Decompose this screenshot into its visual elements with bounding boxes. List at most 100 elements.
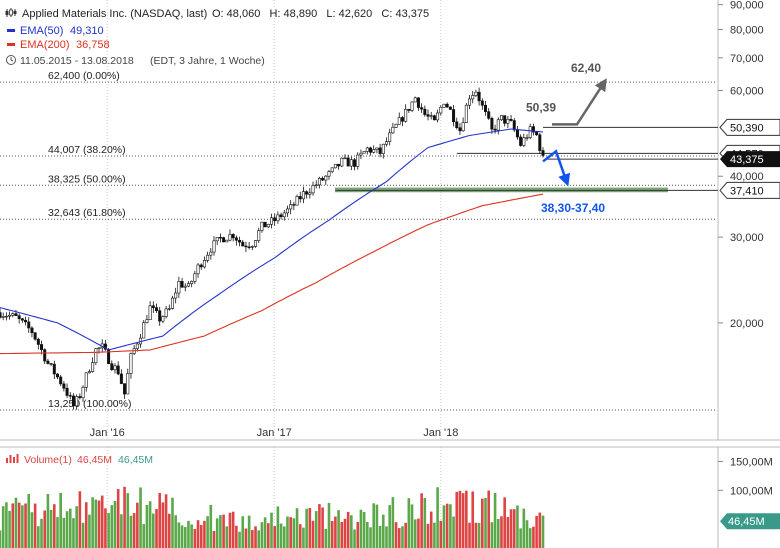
- volume-bar: [413, 519, 417, 548]
- level-badge-label: 37,410: [730, 185, 764, 197]
- candle: [506, 115, 510, 128]
- candle-body: [407, 108, 411, 111]
- candle-body: [244, 245, 248, 248]
- candle-body: [477, 91, 481, 102]
- candle-body: [116, 365, 120, 375]
- volume-bar: [75, 506, 78, 548]
- candle-body: [135, 343, 139, 349]
- volume-value-1: 46,45M: [77, 454, 112, 466]
- candle: [282, 209, 286, 221]
- candle: [388, 128, 392, 146]
- candle: [455, 117, 459, 130]
- volume-bar: [404, 522, 407, 548]
- candle: [346, 154, 350, 167]
- candle: [228, 229, 232, 242]
- volume-bar: [148, 501, 152, 548]
- candle-body: [43, 349, 47, 362]
- horizontal-lines: [335, 126, 718, 191]
- volume-bar: [496, 519, 500, 548]
- volume-bar: [327, 502, 331, 548]
- time-tick-label: Jan '18: [423, 427, 458, 439]
- up-target-label: 62,40: [571, 61, 601, 75]
- candle-body: [509, 118, 513, 121]
- candle-body: [257, 230, 261, 241]
- candle-body: [263, 221, 267, 228]
- candle: [535, 131, 539, 136]
- volume-bar: [458, 490, 462, 548]
- candle-body: [506, 118, 510, 124]
- candle: [151, 301, 155, 313]
- volume-bar: [167, 513, 171, 548]
- volume-bar: [442, 505, 446, 548]
- candle: [314, 180, 318, 189]
- volume-badge-label: 46,45M: [728, 516, 765, 528]
- candle-body: [436, 112, 440, 121]
- volume-bar: [8, 510, 11, 548]
- volume-current-badge: 46,45M: [720, 513, 780, 530]
- candle: [234, 235, 238, 246]
- candle: [209, 247, 213, 260]
- candle: [196, 263, 200, 278]
- volume-legend: Volume(1) 46,45M 46,45M: [6, 454, 153, 466]
- candle: [177, 276, 181, 298]
- time-axis: Jan '16 Jan '17 Jan '18: [90, 427, 459, 439]
- candle-body: [148, 305, 152, 321]
- volume-bar: [468, 522, 471, 548]
- candle: [397, 112, 401, 125]
- volume-bar: [97, 500, 101, 548]
- volume-bar: [471, 491, 475, 548]
- candle: [279, 212, 283, 220]
- breakout-label: 50,39: [526, 100, 556, 114]
- volume-bar: [417, 518, 420, 548]
- candle-body: [295, 196, 299, 206]
- volume-bar: [455, 491, 459, 548]
- volume-bar: [251, 530, 254, 548]
- candle: [420, 103, 424, 114]
- volume-bar: [49, 509, 53, 548]
- candle-body: [365, 147, 369, 152]
- candle: [0, 307, 2, 319]
- volume-bar: [353, 529, 356, 548]
- candle-body: [487, 111, 491, 119]
- candle-body: [234, 237, 238, 241]
- volume-bar: [362, 512, 366, 548]
- volume-bar: [295, 508, 299, 548]
- candle: [206, 251, 210, 263]
- candle: [522, 133, 526, 148]
- candle-body: [445, 103, 449, 108]
- candle-body: [474, 91, 478, 96]
- candle: [129, 352, 133, 379]
- candle: [452, 105, 456, 127]
- candle: [164, 305, 168, 319]
- candle-body: [369, 147, 373, 153]
- volume-bar: [129, 515, 133, 548]
- candle-body: [164, 308, 168, 317]
- volume-bar: [177, 522, 181, 548]
- candle: [107, 348, 111, 365]
- candle-body: [218, 237, 222, 239]
- volume-bar: [324, 528, 328, 548]
- volume-bar: [244, 528, 248, 548]
- volume-bar: [337, 510, 340, 548]
- volume-bar: [27, 493, 31, 548]
- volume-bar: [420, 493, 423, 548]
- candle: [33, 331, 37, 341]
- level-badge: 50,390: [719, 118, 780, 136]
- candle: [292, 201, 296, 211]
- candle-body: [535, 131, 539, 136]
- candle-body: [538, 134, 542, 151]
- candle-body: [40, 344, 44, 350]
- candle: [525, 134, 529, 141]
- volume-bar: [5, 502, 8, 548]
- candle-body: [301, 191, 305, 200]
- volume-bar: [500, 516, 503, 548]
- candle-body: [311, 185, 315, 194]
- candle: [458, 122, 462, 136]
- candle: [432, 114, 436, 121]
- instrument-title: Applied Materials Inc. (NASDAQ, last): [22, 8, 207, 20]
- candle: [301, 186, 305, 204]
- volume-bar: [375, 504, 379, 548]
- volume-bar: [94, 499, 98, 548]
- volume-axis: 150,00M 100,00M 46,45M: [718, 456, 780, 530]
